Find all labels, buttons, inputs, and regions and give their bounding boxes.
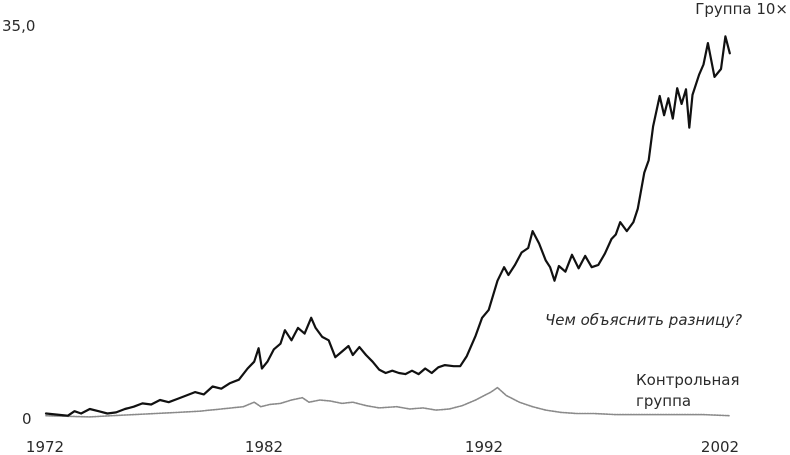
series-label-control-group: Контрольная группа	[636, 371, 744, 410]
x-tick-1992: 1992	[465, 438, 503, 455]
y-tick-zero: 0	[22, 410, 32, 428]
annotation-question: Чем объяснить разницу?	[545, 311, 742, 329]
x-tick-2002: 2002	[701, 438, 739, 455]
series-label-group-10x: Группа 10×	[695, 0, 788, 18]
series-line-control-group	[45, 386, 731, 418]
series-label-control-line-2: группа	[636, 392, 691, 410]
series-line-group-10x	[44, 35, 731, 417]
y-tick-max: 35,0	[2, 17, 35, 35]
x-tick-1972: 1972	[26, 438, 64, 455]
series-label-control-line-1: Контрольная	[636, 371, 740, 389]
x-tick-1982: 1982	[245, 438, 283, 455]
series-lines	[44, 35, 731, 418]
